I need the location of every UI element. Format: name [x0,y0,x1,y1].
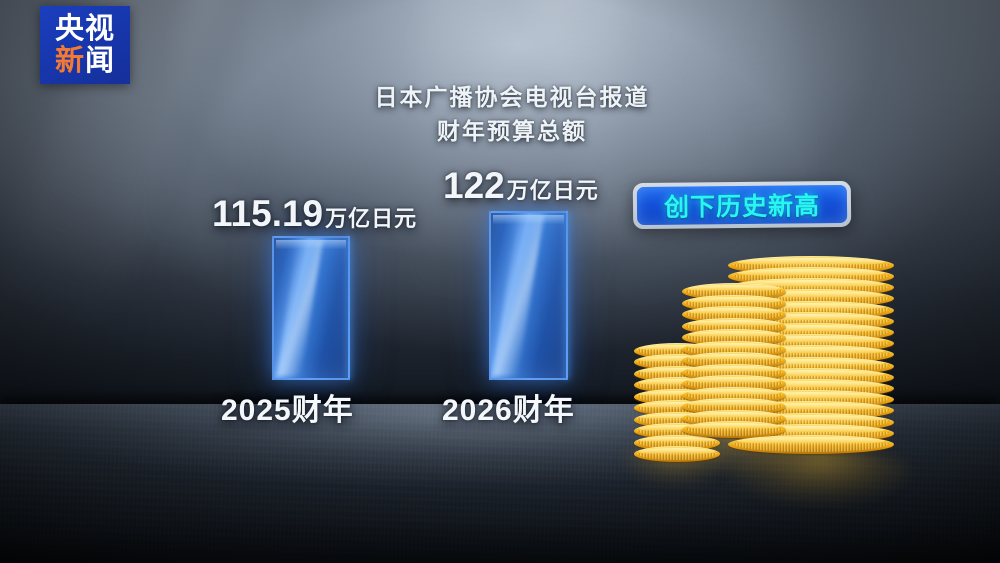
bar-label-2025: 2025财年 [221,394,354,427]
coin-reflection [724,448,914,504]
coin-stacks [616,255,916,504]
bar-2025 [272,236,354,380]
badge-label: 创下历史新高 [663,192,821,222]
bar-value-2025: 115.19万亿日元 [212,193,417,235]
coin [682,421,786,438]
bar-value-unit-2025: 万亿日元 [325,206,418,231]
logo-char-xin: 新 [54,44,85,77]
bar-value-number-2025: 115.19 [212,193,324,234]
headline-line-2: 财年预算总额 [437,118,587,144]
logo-char-wen: 闻 [85,44,116,77]
headline: 日本广播协会电视台报道 财年预算总额 [0,80,1000,148]
logo-line-1: 央视 [54,12,115,45]
cctv-news-logo: 央视 新 闻 [40,6,130,84]
medium-coin-stack [682,262,786,462]
bar-body [489,211,568,380]
logo-line-2: 新 闻 [54,44,116,77]
bar-value-number-2026: 122 [443,165,505,206]
bar-2026 [489,211,572,380]
bar-edge-glow [564,211,572,380]
badge-inner: 创下历史新高 [636,184,848,226]
bar-specular-streak [491,215,543,376]
bar-edge-glow [346,236,354,380]
headline-line-1: 日本广播协会电视台报道 [374,84,650,110]
bar-specular-streak [276,240,324,376]
bar-label-2026: 2026财年 [442,394,575,427]
record-high-badge: 创下历史新高 [632,180,852,230]
coin [728,435,894,454]
bar-value-unit-2026: 万亿日元 [506,178,599,203]
bar-value-2026: 122万亿日元 [443,165,599,207]
bar-body [272,236,350,380]
coin [634,446,720,462]
